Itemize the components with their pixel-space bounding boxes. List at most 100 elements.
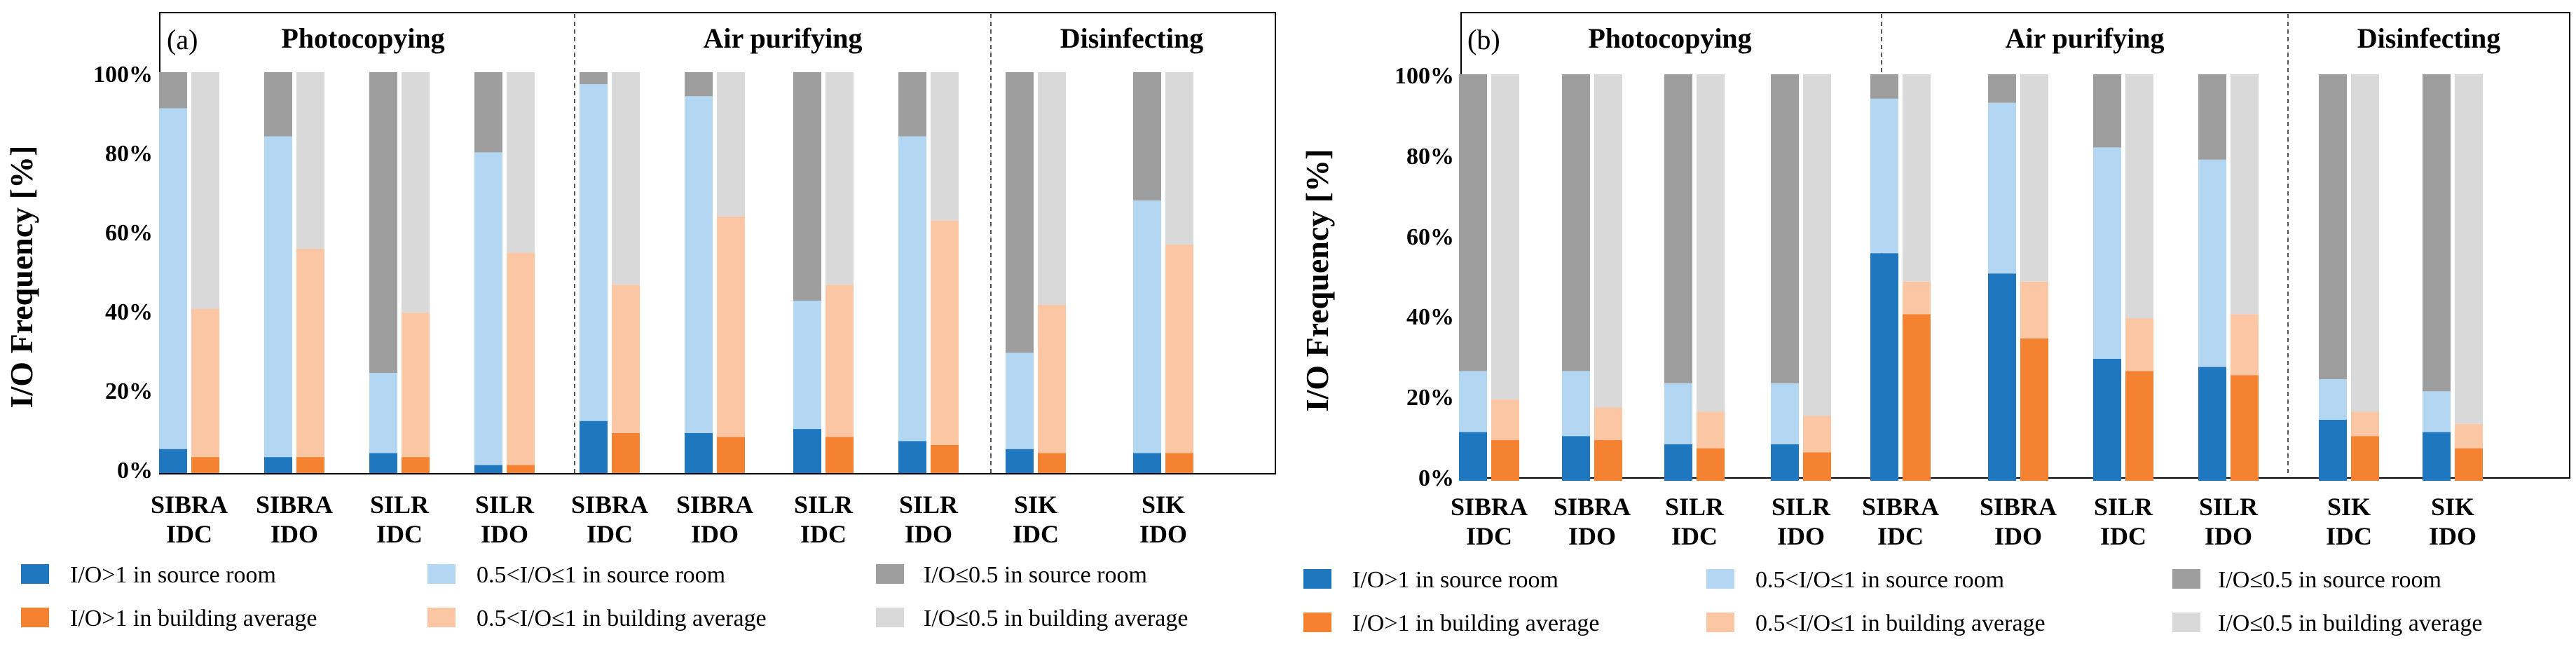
panel-a-bar-2-building-low (296, 72, 324, 249)
panel-b-ytick-0: 0% (1418, 465, 1454, 491)
panel-b-bar-7-building-low (2125, 74, 2153, 318)
panel-b-bar-3-source-low (1664, 74, 1692, 383)
panel-b-section-air-purifying: Air purifying (2005, 22, 2164, 54)
panel-a-bar-5-source-low (580, 72, 608, 85)
panel-b-bar-8-building-gt1 (2231, 375, 2259, 481)
panel-a-legend-building-low: I/O≤0.5 in building average (924, 606, 1188, 631)
panel-b-bar-7-source-low (2093, 74, 2121, 148)
panel-b-ytick-100: 100% (1395, 63, 1454, 89)
panel-a-xtick-6-line2: IDO (691, 520, 739, 548)
panel-b-bar-9-source-low (2319, 74, 2347, 379)
panel-b-bar-3-source-gt1 (1664, 444, 1692, 481)
panel-b-bar-1-building-low (1491, 74, 1519, 399)
panel-b-xtick-2-line1: SIBRA (1554, 493, 1631, 521)
panel-a-xtick-2-line1: SIBRA (256, 491, 333, 519)
panel-b-legend-swatch-building-gt1 (1303, 613, 1331, 632)
panel-a-bar-2-source-gt1 (264, 457, 292, 473)
panel-b-xtick-4-line1: SILR (1772, 493, 1831, 521)
panel-b-legend: I/O>1 in source room 0.5<I/O≤1 in source… (1303, 567, 2482, 636)
panel-a-bar-8-source-low (898, 72, 926, 137)
panel-b-bar-9-building-low (2351, 74, 2379, 412)
panel-a-bar-2-source-mid (264, 136, 292, 458)
panel-b-legend-source-gt1: I/O>1 in source room (1352, 567, 1558, 593)
panel-a-bar-5-building-low (612, 72, 640, 285)
panel-a-bar-7-building-mid (825, 285, 854, 437)
panel-a-bar-1-building-low (191, 72, 219, 309)
panel-a-xtick-9-line2: IDC (1013, 520, 1059, 548)
panel-b-xtick-4-line2: IDO (1777, 522, 1825, 550)
panel-a-bar-1-source-mid (159, 108, 187, 449)
panel-a-bar-3-source-mid (369, 373, 397, 453)
panel-a-bar-7-source-mid (793, 301, 821, 430)
panel-a-bar-6-source-low (685, 72, 713, 97)
panel-b-bar-8-source-gt1 (2198, 367, 2226, 481)
panel-a-bar-1-building-mid (191, 308, 219, 458)
panel-a-bar-8-source-mid (898, 136, 926, 442)
panel-a-bar-4-source-low (474, 72, 502, 153)
panel-b-bar-1-building-mid (1491, 399, 1519, 440)
panel-a-xtick-9-line1: SIK (1014, 491, 1057, 519)
panel-a-bar-4-building-mid (507, 252, 535, 465)
panel-b-bar-9-building-gt1 (2351, 436, 2379, 481)
panel-b-bar-10-source-mid (2423, 391, 2451, 432)
panel-b-xtick-2-line2: IDO (1568, 522, 1616, 550)
chart-panel-a: (a) I/O Frequency [%] 0% 20% 40% 60% 80%… (4, 12, 1276, 631)
panel-b-xtick-8-line1: SILR (2199, 493, 2259, 521)
panel-b-bar-7-building-mid (2125, 318, 2153, 371)
panel-a-ytick-100: 100% (93, 62, 153, 88)
panel-b-bar-6-building-mid (2020, 281, 2048, 339)
panel-a-bar-1-source-low (159, 72, 187, 109)
panel-b-xtick-6-line2: IDO (1994, 522, 2042, 550)
panel-b-bar-10-source-gt1 (2423, 432, 2451, 481)
panel-b-bar-2-building-mid (1594, 407, 1622, 440)
panel-a-bar-3-building-mid (402, 313, 430, 458)
panel-a-bar-4-building-gt1 (507, 465, 535, 473)
panel-a-bar-9-source-low (1006, 72, 1034, 353)
panel-a-section-photocopying: Photocopying (281, 22, 444, 54)
panel-b-bar-1-source-mid (1459, 371, 1487, 432)
panel-b-ytick-20: 20% (1406, 385, 1454, 411)
panel-a-bar-3-building-low (402, 72, 430, 313)
panel-a-xtick-8-line2: IDO (905, 520, 952, 548)
panel-a-ytick-80: 80% (105, 141, 153, 167)
panel-b-bar-10-building-mid (2455, 423, 2483, 449)
panel-b-xtick-6-line1: SIBRA (1980, 493, 2057, 521)
panel-a-legend-building-mid: 0.5<I/O≤1 in building average (477, 606, 767, 631)
panel-a-bar-1-building-gt1 (191, 457, 219, 473)
panel-a-bar-8-building-mid (931, 220, 959, 445)
panel-a-bar-5-source-gt1 (580, 421, 608, 473)
panel-b-bar-4-source-mid (1771, 383, 1799, 444)
panel-a-legend-swatch-source-low (876, 564, 904, 584)
panel-a-xtick-3-line1: SILR (370, 491, 430, 519)
panel-b-xtick-9-line1: SIK (2327, 493, 2371, 521)
panel-a-bar-2-building-gt1 (296, 457, 324, 473)
panel-a-bar-6-building-low (717, 72, 745, 217)
panel-a-xtick-4-line1: SILR (475, 491, 535, 519)
panel-a-bar-6-source-gt1 (685, 432, 713, 473)
panel-a-bar-2-building-mid (296, 248, 324, 458)
panel-a-bar-10-building-gt1 (1165, 453, 1193, 473)
panel-b-bar-9-building-mid (2351, 411, 2379, 437)
panel-b-bar-10-source-low (2423, 74, 2451, 392)
panel-b-xtick-1-line1: SIBRA (1451, 493, 1528, 521)
panel-b-ylabel: I/O Frequency [%] (1299, 149, 1335, 412)
panel-a-ylabel: I/O Frequency [%] (4, 146, 39, 409)
panel-b-xtick-3-line1: SILR (1665, 493, 1725, 521)
panel-b-bar-8-source-mid (2198, 159, 2226, 367)
panel-b-bar-4-building-low (1803, 74, 1831, 416)
panel-b-bar-7-building-gt1 (2125, 371, 2153, 481)
panel-b-xtick-1-line2: IDC (1466, 522, 1512, 550)
panel-b-xtick-3-line2: IDC (1671, 522, 1718, 550)
panel-a-xtick-8-line1: SILR (899, 491, 959, 519)
panel-a-bar-10-building-mid (1165, 244, 1193, 453)
panel-b-xtick-10-line2: IDO (2429, 522, 2476, 550)
panel-b-bar-2-source-gt1 (1562, 436, 1590, 481)
panel-b-bar-5-source-gt1 (1870, 253, 1898, 481)
panel-a-bar-4-source-mid (474, 152, 502, 465)
panel-a-bar-9-source-mid (1006, 353, 1034, 449)
panel-a-bar-8-building-gt1 (931, 444, 959, 473)
panel-b-bar-6-source-low (1988, 74, 2016, 103)
panel-a-xtick-7-line2: IDC (800, 520, 847, 548)
panel-b-legend-swatch-building-mid (1706, 613, 1734, 632)
